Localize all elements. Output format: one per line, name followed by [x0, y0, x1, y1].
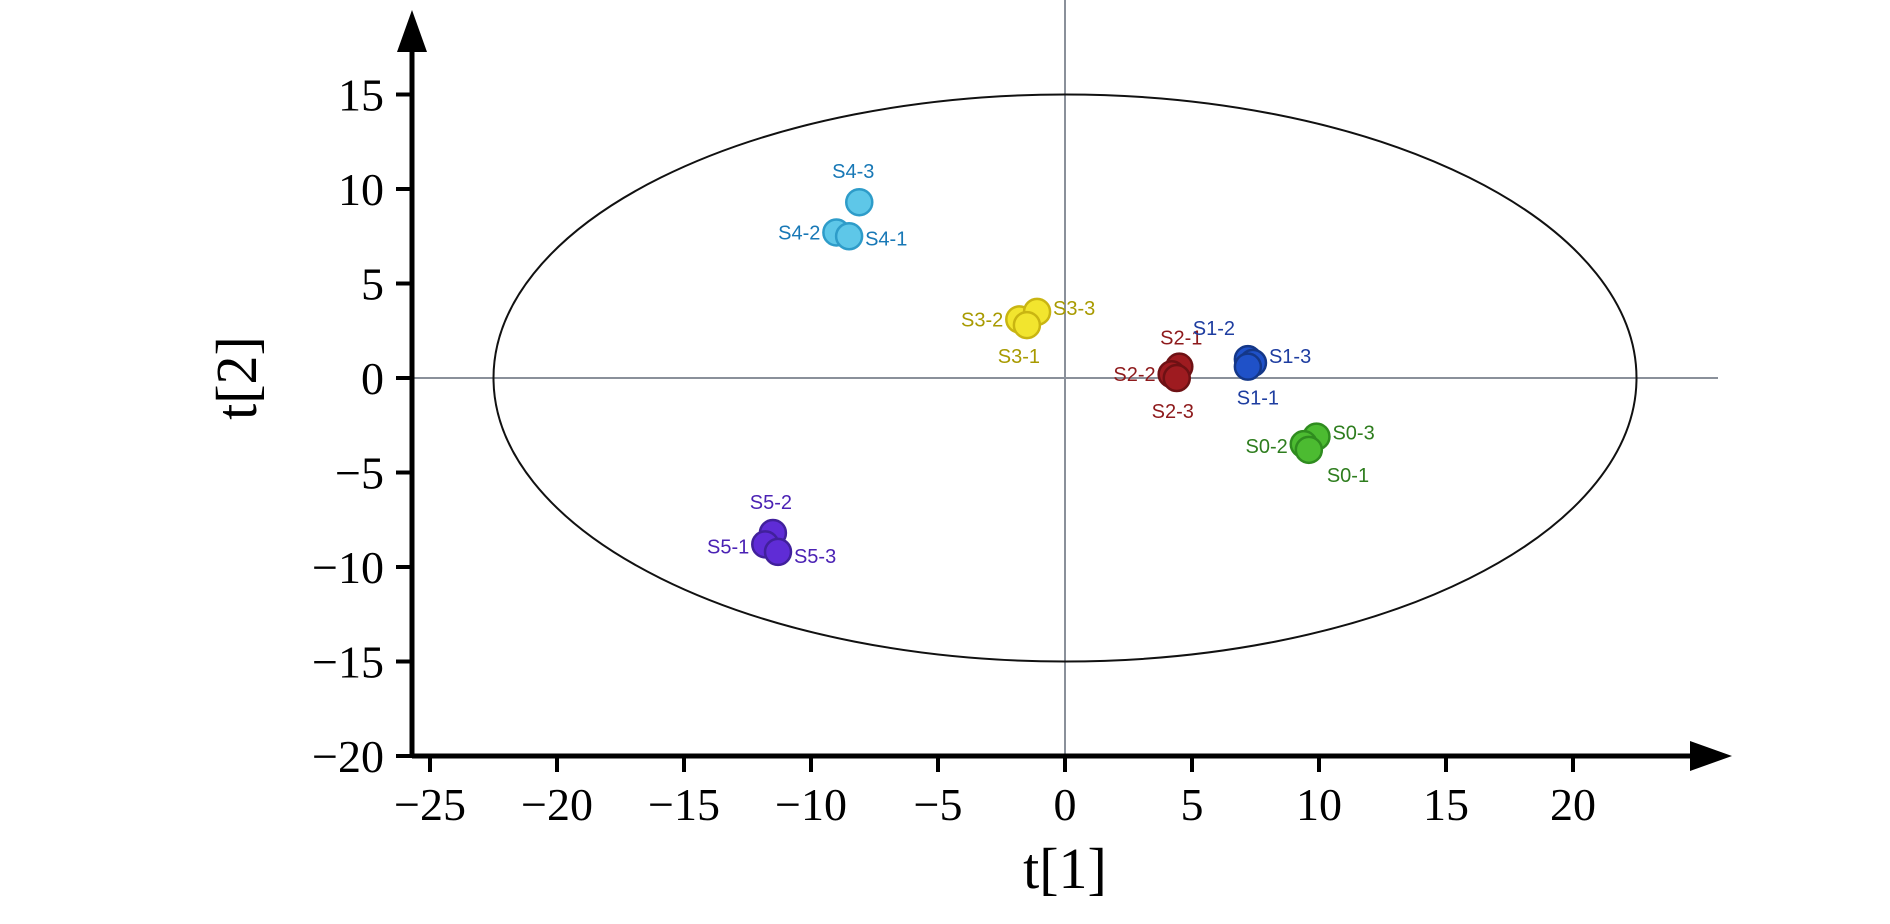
x-tick-label: −20 — [521, 779, 593, 830]
point-label-S4-3: S4-3 — [832, 161, 874, 183]
point-label-S2-1: S2-1 — [1160, 328, 1202, 350]
point-label-S1-3: S1-3 — [1269, 346, 1311, 368]
point-label-S0-2: S0-2 — [1246, 436, 1288, 458]
y-tick-label: 5 — [361, 259, 384, 310]
y-tick-label: −15 — [312, 637, 384, 688]
x-tick-label: 15 — [1423, 779, 1469, 830]
y-tick-label: −20 — [312, 731, 384, 782]
x-tick-label: 20 — [1550, 779, 1596, 830]
point-label-S2-3: S2-3 — [1152, 401, 1194, 423]
point-label-S3-1: S3-1 — [998, 346, 1040, 368]
y-tick-label: −5 — [335, 448, 384, 499]
data-point-S4-1 — [834, 222, 864, 251]
y-tick-label: 0 — [361, 353, 384, 404]
y-tick-label: −10 — [312, 542, 384, 593]
point-label-S1-1: S1-1 — [1237, 388, 1279, 410]
point-label-S0-1: S0-1 — [1327, 465, 1369, 487]
confidence-ellipse — [492, 93, 1638, 663]
point-label-S5-1: S5-1 — [707, 536, 749, 558]
x-tick-label: 5 — [1181, 779, 1204, 830]
point-label-S5-2: S5-2 — [750, 492, 792, 514]
x-tick-label: −10 — [775, 779, 847, 830]
x-tick-label: 10 — [1296, 779, 1342, 830]
y-tick-label: 10 — [338, 164, 384, 215]
data-point-S3-1 — [1012, 310, 1042, 340]
point-label-S3-3: S3-3 — [1053, 298, 1095, 320]
data-point-S0-1 — [1294, 435, 1324, 465]
point-label-S2-2: S2-2 — [1113, 364, 1155, 386]
x-tick-label: −15 — [648, 779, 720, 830]
point-label-S3-2: S3-2 — [961, 309, 1003, 331]
point-label-S4-2: S4-2 — [778, 222, 820, 244]
point-label-S0-3: S0-3 — [1332, 423, 1374, 445]
point-label-S1-2: S1-2 — [1193, 318, 1235, 340]
point-label-S4-1: S4-1 — [865, 228, 907, 250]
y-axis-arrow — [397, 10, 427, 52]
y-axis-title: t[2] — [204, 336, 269, 420]
x-tick-label: 0 — [1054, 779, 1077, 830]
y-tick-label: 15 — [338, 70, 384, 121]
data-point-S5-3 — [763, 537, 793, 567]
x-tick-label: −5 — [914, 779, 963, 830]
x-tick-label: −25 — [394, 779, 466, 830]
data-point-S2-3 — [1162, 363, 1192, 393]
data-point-S1-1 — [1233, 352, 1263, 381]
x-axis-arrow — [1690, 741, 1732, 771]
point-label-S5-3: S5-3 — [794, 546, 836, 568]
data-point-S4-3 — [845, 187, 874, 217]
x-axis-title: t[1] — [1023, 836, 1107, 901]
